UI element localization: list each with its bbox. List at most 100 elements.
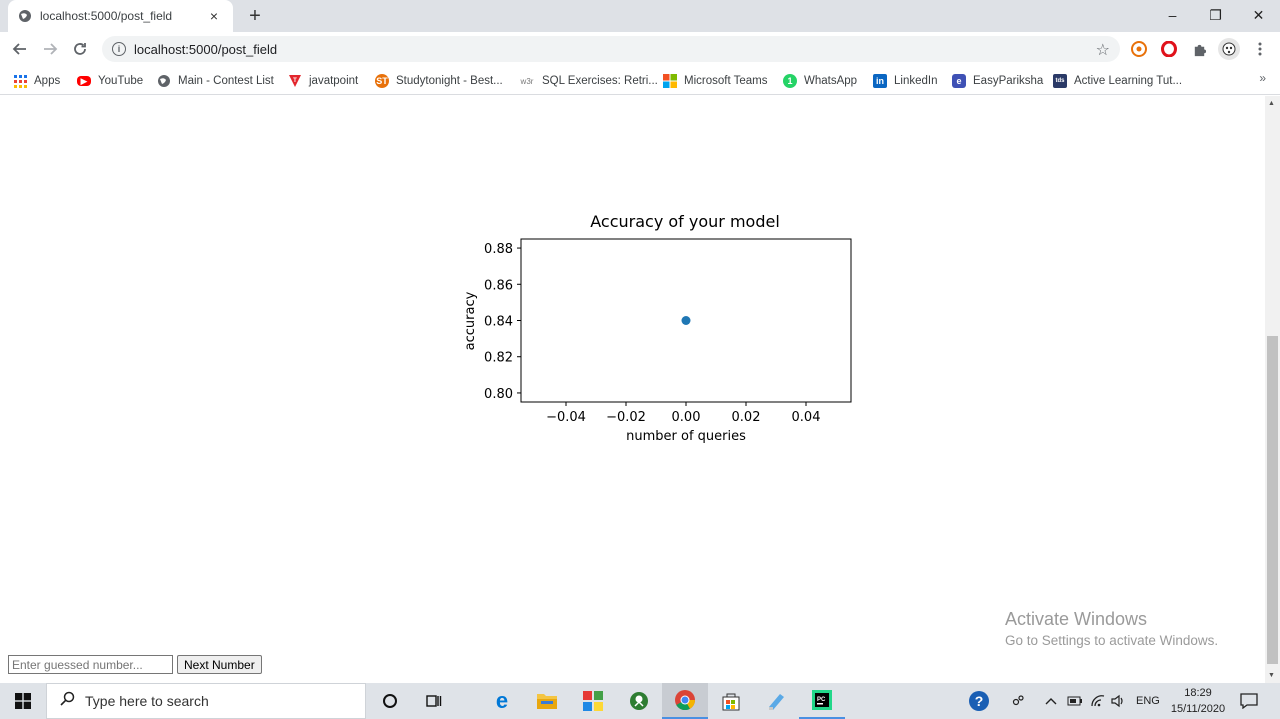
address-bar[interactable]: i localhost:5000/post_field ☆ [102, 36, 1120, 62]
svg-text:e: e [496, 690, 508, 712]
bookmark-microsoft-teams[interactable]: Microsoft Teams [663, 72, 768, 90]
bookmarks-bar: Apps ▶ YouTube Main - Contest List T jav… [0, 66, 1280, 95]
youtube-icon: ▶ [77, 76, 91, 86]
wifi-icon[interactable] [1090, 683, 1106, 719]
store-icon[interactable] [708, 683, 754, 719]
opera-icon[interactable] [1160, 40, 1178, 58]
bookmarks-overflow-button[interactable]: » [1259, 71, 1266, 85]
bookmark-easypariksha[interactable]: e EasyPariksha [952, 72, 1043, 90]
colorful-app-icon[interactable] [570, 683, 616, 719]
bookmark-label: EasyPariksha [973, 75, 1044, 87]
x-tick-label: −0.04 [546, 410, 586, 425]
bookmark-label: javatpoint [309, 75, 359, 87]
bookmark-label: Apps [34, 75, 61, 87]
scroll-down-arrow-icon[interactable]: ▼ [1268, 672, 1275, 679]
notepad-icon[interactable] [753, 683, 799, 719]
search-placeholder: Type here to search [85, 693, 209, 709]
chrome-icon[interactable] [662, 683, 708, 719]
y-tick-label: 0.84 [484, 315, 513, 330]
scroll-thumb[interactable] [1267, 336, 1278, 664]
bookmark-label: YouTube [98, 75, 144, 87]
guess-number-input[interactable] [8, 655, 173, 674]
info-icon[interactable]: i [112, 42, 126, 56]
easypariksha-icon: e [952, 74, 966, 88]
windows-start-icon[interactable] [0, 683, 46, 719]
reload-icon[interactable] [69, 38, 91, 60]
maps-pin-icon[interactable] [616, 683, 662, 719]
file-explorer-icon[interactable] [524, 683, 570, 719]
back-icon[interactable] [9, 38, 31, 60]
bookmark-whatsapp[interactable]: 1 WhatsApp [783, 72, 857, 90]
menu-kebab-icon[interactable] [1251, 40, 1269, 58]
scroll-up-arrow-icon[interactable]: ▲ [1268, 100, 1275, 107]
y-tick-label: 0.86 [484, 278, 513, 293]
studytonight-icon: ST [375, 74, 389, 88]
bookmark-active-learning[interactable]: tds Active Learning Tut... [1053, 72, 1182, 90]
bookmark-youtube[interactable]: ▶ YouTube [77, 72, 143, 90]
windows-taskbar: Type here to search e PC ? [0, 683, 1280, 719]
globe-icon [18, 9, 32, 23]
microsoft-icon [663, 74, 677, 88]
accuracy-chart: Accuracy of your model −0.04 −0.02 0.00 0.0… [463, 212, 852, 444]
y-tick-label: 0.80 [484, 387, 513, 402]
clock-date: 15/11/2020 [1170, 703, 1226, 715]
help-icon[interactable]: ? [968, 683, 990, 719]
url-text: localhost:5000/post_field [134, 41, 278, 57]
x-tick-label: −0.02 [606, 410, 646, 425]
tab-strip: localhost:5000/post_field × + – ❐ ✕ [0, 0, 1280, 32]
bookmark-label: Main - Contest List [178, 75, 274, 87]
clock-time: 18:29 [1184, 687, 1212, 699]
bookmark-studytonight[interactable]: ST Studytonight - Best... [375, 72, 503, 90]
next-number-button[interactable]: Next Number [177, 655, 262, 674]
data-point [681, 316, 691, 325]
language-indicator[interactable]: ENG [1136, 695, 1160, 707]
linkedin-icon: in [873, 74, 887, 88]
svg-text:?: ? [975, 693, 984, 709]
x-tick-label: 0.00 [672, 410, 701, 425]
people-icon[interactable] [1010, 683, 1026, 719]
new-tab-button[interactable]: + [249, 4, 261, 27]
bookmark-label: Active Learning Tut... [1074, 75, 1183, 87]
x-tick-label: 0.04 [792, 410, 821, 425]
close-tab-icon[interactable]: × [209, 8, 219, 24]
search-icon [59, 691, 75, 712]
bookmark-apps[interactable]: Apps [13, 72, 60, 90]
edge-icon[interactable]: e [479, 683, 525, 719]
star-icon[interactable]: ☆ [1095, 42, 1110, 59]
bookmark-linkedin[interactable]: in LinkedIn [873, 72, 937, 90]
watermark-title: Activate Windows [1005, 609, 1148, 629]
task-view-icon[interactable] [411, 683, 457, 719]
browser-tab[interactable]: localhost:5000/post_field × [8, 0, 233, 32]
pycharm-icon[interactable]: PC [799, 683, 845, 719]
watermark-subtitle: Go to Settings to activate Windows. [1005, 633, 1219, 648]
y-tick-label: 0.82 [484, 351, 513, 366]
bookmark-main-contest-list[interactable]: Main - Contest List [157, 72, 274, 90]
restore-button[interactable]: ❐ [1209, 6, 1222, 23]
cortana-icon[interactable] [367, 683, 413, 719]
bookmark-label: WhatsApp [804, 75, 858, 87]
forward-icon[interactable] [39, 38, 61, 60]
profile-avatar-icon[interactable] [1218, 38, 1240, 60]
close-window-button[interactable]: ✕ [1252, 6, 1265, 23]
battery-icon[interactable] [1067, 683, 1083, 719]
page-content: Accuracy of your model −0.04 −0.02 0.00 0.0… [0, 96, 1265, 683]
chart-title: Accuracy of your model [590, 212, 780, 231]
bookmark-label: SQL Exercises: Retri... [542, 75, 658, 87]
javatpoint-icon: T [288, 74, 302, 88]
taskbar-search-box[interactable]: Type here to search [46, 683, 366, 719]
page-scrollbar[interactable]: ▲ ▼ [1265, 96, 1280, 683]
bookmark-javatpoint[interactable]: T javatpoint [288, 72, 358, 90]
notifications-icon[interactable] [1240, 683, 1258, 719]
minimize-button[interactable]: – [1168, 7, 1177, 23]
globe-icon [157, 74, 171, 88]
show-hidden-icons-icon[interactable] [1045, 683, 1057, 719]
bookmark-label: LinkedIn [894, 75, 938, 87]
bookmark-label: Microsoft Teams [684, 75, 768, 87]
tab-title: localhost:5000/post_field [40, 9, 173, 23]
apps-grid-icon [13, 74, 27, 88]
extension-orange-icon[interactable] [1130, 40, 1148, 58]
taskbar-clock[interactable]: 18:29 15/11/2020 [1165, 685, 1231, 717]
puzzle-extensions-icon[interactable] [1190, 40, 1208, 58]
bookmark-sql-exercises[interactable]: w3r SQL Exercises: Retri... [519, 72, 658, 90]
volume-icon[interactable] [1110, 683, 1126, 719]
